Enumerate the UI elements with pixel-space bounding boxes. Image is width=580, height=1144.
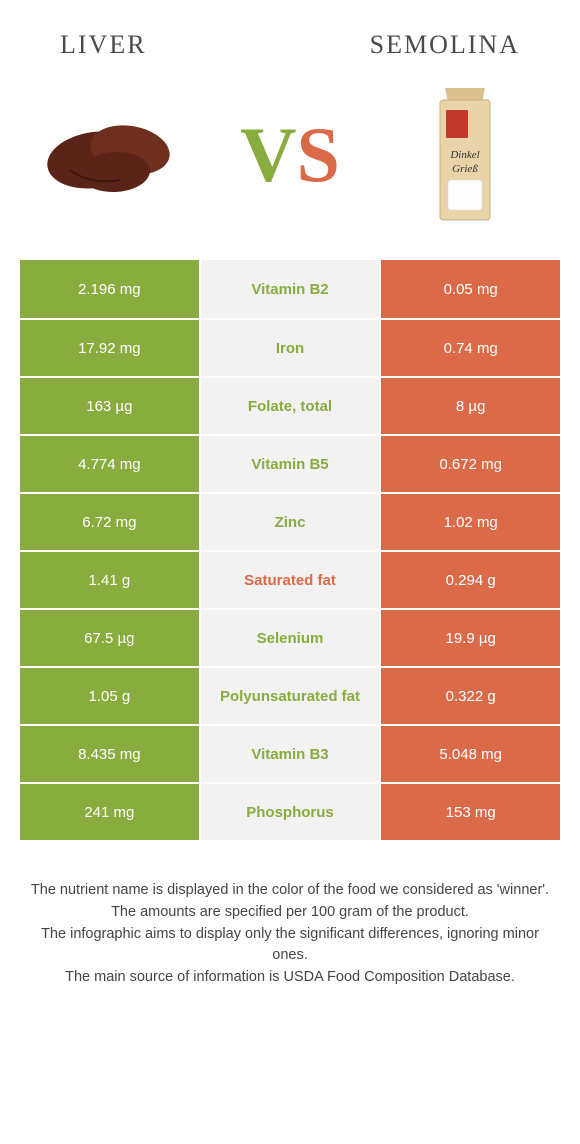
footer-line: The main source of information is USDA F… [28, 967, 552, 989]
table-row: 4.774 mgVitamin B50.672 mg [20, 434, 560, 492]
page: LIVER SEMOLINA VS Dinkel Grieß [0, 0, 580, 989]
right-title: SEMOLINA [370, 30, 520, 60]
table-row: 6.72 mgZinc1.02 mg [20, 492, 560, 550]
table-row: 17.92 mgIron0.74 mg [20, 318, 560, 376]
left-value: 1.41 g [20, 552, 199, 608]
left-value: 4.774 mg [20, 436, 199, 492]
footer-line: The amounts are specified per 100 gram o… [28, 902, 552, 924]
footer-notes: The nutrient name is displayed in the co… [0, 840, 580, 989]
right-value: 19.9 µg [379, 610, 560, 666]
right-value: 153 mg [379, 784, 560, 840]
right-value: 0.322 g [379, 668, 560, 724]
nutrient-label: Folate, total [199, 378, 380, 434]
right-value: 0.672 mg [379, 436, 560, 492]
semolina-image: Dinkel Grieß [390, 95, 540, 215]
svg-text:Dinkel: Dinkel [449, 149, 479, 161]
table-row: 241 mgPhosphorus153 mg [20, 782, 560, 840]
vs-v: V [240, 110, 296, 200]
left-value: 6.72 mg [20, 494, 199, 550]
table-row: 8.435 mgVitamin B35.048 mg [20, 724, 560, 782]
nutrient-label: Vitamin B5 [199, 436, 380, 492]
nutrient-label: Iron [199, 320, 380, 376]
table-row: 163 µgFolate, total8 µg [20, 376, 560, 434]
right-value: 0.74 mg [379, 320, 560, 376]
nutrient-label: Saturated fat [199, 552, 380, 608]
nutrient-label: Vitamin B2 [199, 260, 380, 318]
footer-line: The nutrient name is displayed in the co… [28, 880, 552, 902]
vs-label: VS [240, 110, 340, 200]
left-value: 8.435 mg [20, 726, 199, 782]
liver-image [40, 95, 190, 215]
header: LIVER SEMOLINA [0, 0, 580, 70]
nutrient-label: Phosphorus [199, 784, 380, 840]
comparison-table: 2.196 mgVitamin B20.05 mg17.92 mgIron0.7… [20, 260, 560, 840]
right-value: 5.048 mg [379, 726, 560, 782]
left-value: 67.5 µg [20, 610, 199, 666]
svg-text:Grieß: Grieß [452, 163, 478, 175]
left-value: 17.92 mg [20, 320, 199, 376]
right-value: 0.294 g [379, 552, 560, 608]
table-row: 1.05 gPolyunsaturated fat0.322 g [20, 666, 560, 724]
footer-line: The infographic aims to display only the… [28, 924, 552, 968]
hero: VS Dinkel Grieß [0, 70, 580, 260]
left-value: 241 mg [20, 784, 199, 840]
nutrient-label: Selenium [199, 610, 380, 666]
table-row: 67.5 µgSelenium19.9 µg [20, 608, 560, 666]
left-title: LIVER [60, 30, 147, 60]
vs-s: S [296, 110, 339, 200]
right-value: 8 µg [379, 378, 560, 434]
nutrient-label: Vitamin B3 [199, 726, 380, 782]
nutrient-label: Polyunsaturated fat [199, 668, 380, 724]
right-value: 1.02 mg [379, 494, 560, 550]
nutrient-label: Zinc [199, 494, 380, 550]
table-row: 1.41 gSaturated fat0.294 g [20, 550, 560, 608]
left-value: 2.196 mg [20, 260, 199, 318]
right-value: 0.05 mg [379, 260, 560, 318]
left-value: 1.05 g [20, 668, 199, 724]
table-row: 2.196 mgVitamin B20.05 mg [20, 260, 560, 318]
left-value: 163 µg [20, 378, 199, 434]
